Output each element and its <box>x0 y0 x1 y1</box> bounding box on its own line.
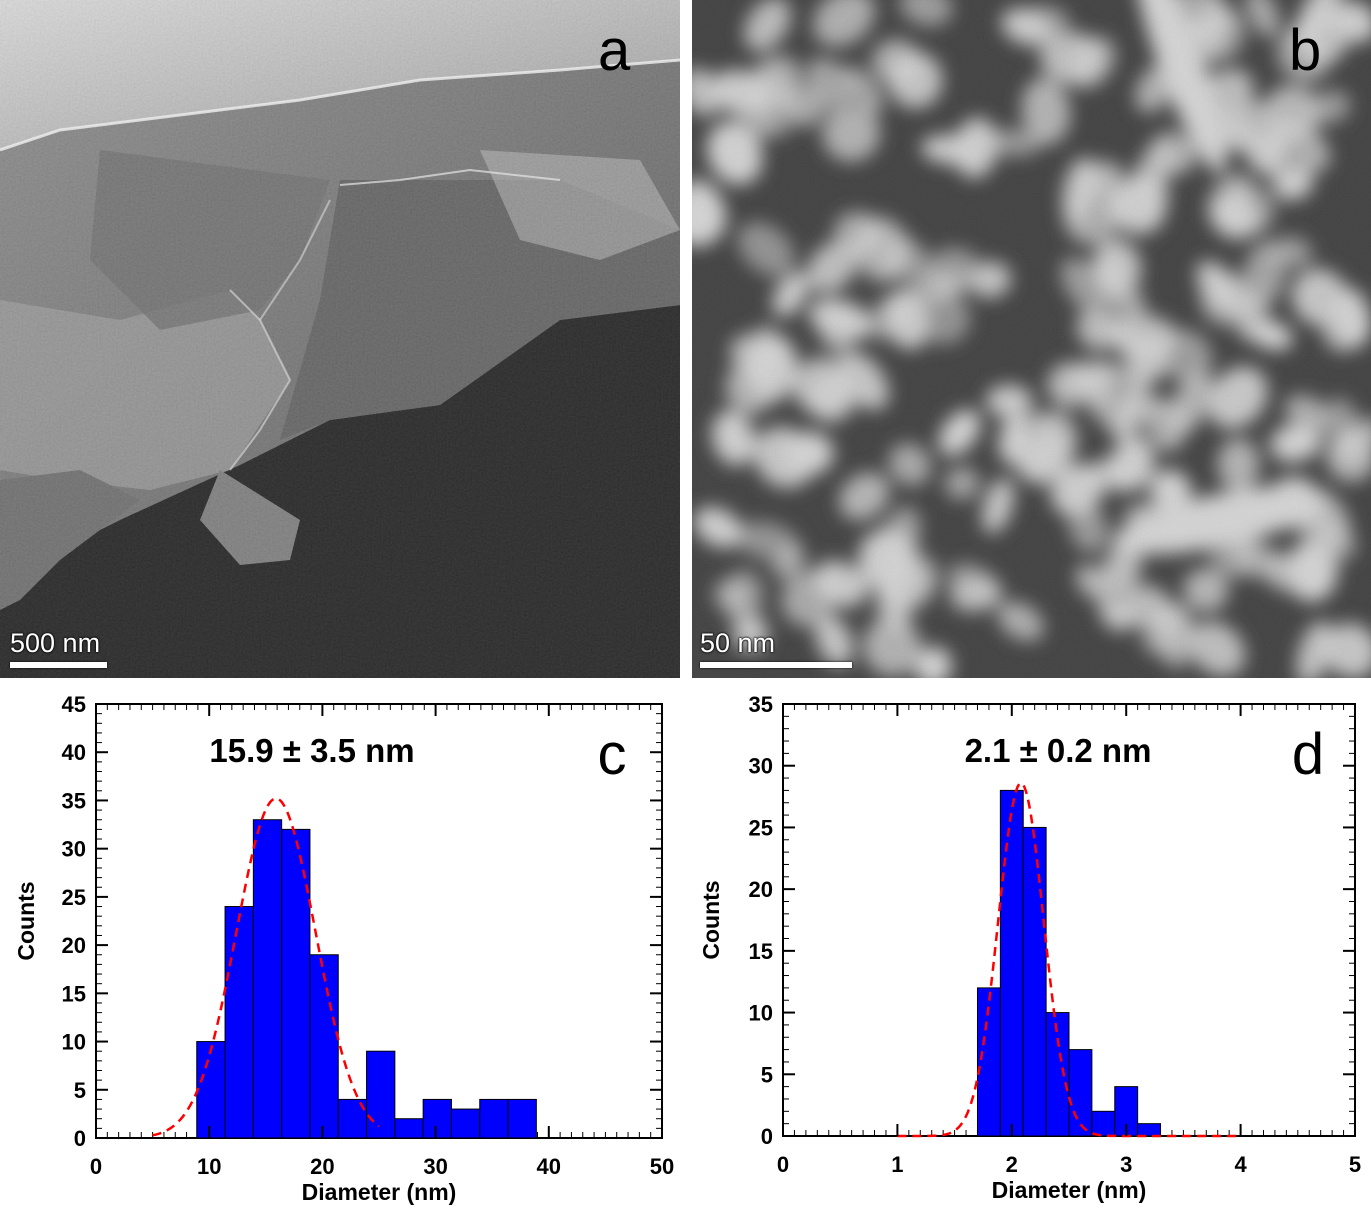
y-axis-title: Counts <box>13 881 39 960</box>
x-tick-label: 0 <box>90 1154 102 1179</box>
x-tick-label: 10 <box>197 1154 221 1179</box>
x-tick-label: 40 <box>537 1154 561 1179</box>
mean-size-annotation: 2.1 ± 0.2 nm <box>965 732 1152 769</box>
scale-bar-label-b: 50 nm <box>700 628 776 658</box>
histogram-c-svg: 0 10 20 30 40 50 0 5 10 15 20 25 30 35 40 45 Diameter (n… <box>13 692 674 1205</box>
histogram-bar <box>422 1098 452 1139</box>
panel-letter-a: a <box>598 18 631 83</box>
y-tick-label: 35 <box>749 692 773 717</box>
histogram-bar <box>1091 1110 1116 1137</box>
histogram-bar <box>394 1118 424 1139</box>
y-tick-label: 0 <box>761 1124 773 1149</box>
y-tick-label: 0 <box>74 1126 86 1151</box>
histogram-bar <box>1068 1049 1093 1137</box>
histogram-bar <box>1022 826 1047 1137</box>
scale-bar-a <box>10 662 107 668</box>
x-tick-label: 4 <box>1234 1152 1247 1177</box>
y-tick-label: 5 <box>761 1062 773 1087</box>
x-tick-label: 5 <box>1349 1152 1361 1177</box>
x-axis-title: Diameter (nm) <box>302 1179 457 1205</box>
y-tick-label: 40 <box>62 740 86 765</box>
panel-letter-b: b <box>1289 18 1322 83</box>
scale-bar-b <box>700 662 852 668</box>
sem-image-a: a 500 nm <box>0 0 680 678</box>
histogram-bar <box>252 819 283 1139</box>
mean-size-annotation: 15.9 ± 3.5 nm <box>209 732 414 769</box>
histogram-d-svg: 0 1 2 3 4 5 0 5 10 15 20 25 30 35 Diameter (nm) Counts 2… <box>698 692 1361 1203</box>
x-tick-label: 20 <box>310 1154 334 1179</box>
histogram-bar <box>309 954 339 1139</box>
micrograph-b <box>692 0 1371 678</box>
y-tick-label: 25 <box>749 815 773 840</box>
x-tick-label: 1 <box>891 1152 903 1177</box>
y-tick-label: 30 <box>62 837 86 862</box>
y-tick-label: 20 <box>749 877 773 902</box>
x-tick-label: 30 <box>423 1154 447 1179</box>
y-tick-label: 5 <box>74 1078 86 1103</box>
gaussian-fit-curve <box>897 781 1241 1138</box>
histogram-bar <box>366 1050 396 1139</box>
sem-image-b: b 50 nm <box>692 0 1371 678</box>
histogram-bar <box>999 789 1024 1137</box>
histogram-bar <box>479 1098 509 1139</box>
histogram-bar <box>224 906 254 1139</box>
gaussian-fit-curve <box>152 797 380 1137</box>
micrograph-a <box>0 0 680 678</box>
y-tick-label: 10 <box>749 1001 773 1026</box>
scale-bar-label-a: 500 nm <box>10 628 101 658</box>
histogram-bar <box>1137 1123 1162 1137</box>
x-tick-label: 2 <box>1006 1152 1018 1177</box>
x-axis-title: Diameter (nm) <box>992 1177 1147 1203</box>
x-tick-label: 3 <box>1120 1152 1132 1177</box>
x-tick-label: 50 <box>650 1154 674 1179</box>
y-tick-label: 15 <box>62 981 86 1006</box>
y-tick-label: 20 <box>62 933 86 958</box>
x-tick-label: 0 <box>777 1152 789 1177</box>
histogram-c: 0 10 20 30 40 50 0 5 10 15 20 25 30 35 40 45 Diameter (n… <box>0 682 685 1215</box>
y-axis-title: Counts <box>698 880 724 959</box>
y-tick-label: 25 <box>62 885 86 910</box>
histogram-bar <box>507 1098 537 1139</box>
y-tick-label: 15 <box>749 939 773 964</box>
histogram-bar <box>450 1108 481 1139</box>
histogram-d: 0 1 2 3 4 5 0 5 10 15 20 25 30 35 Diameter (nm) Counts 2… <box>686 682 1371 1215</box>
histogram-bar <box>196 1041 226 1139</box>
panel-letter: d <box>1292 722 1324 787</box>
y-tick-label: 30 <box>749 754 773 779</box>
panel-letter: c <box>598 722 627 787</box>
y-tick-label: 45 <box>62 692 86 717</box>
y-tick-label: 35 <box>62 788 86 813</box>
y-tick-label: 10 <box>62 1030 86 1055</box>
